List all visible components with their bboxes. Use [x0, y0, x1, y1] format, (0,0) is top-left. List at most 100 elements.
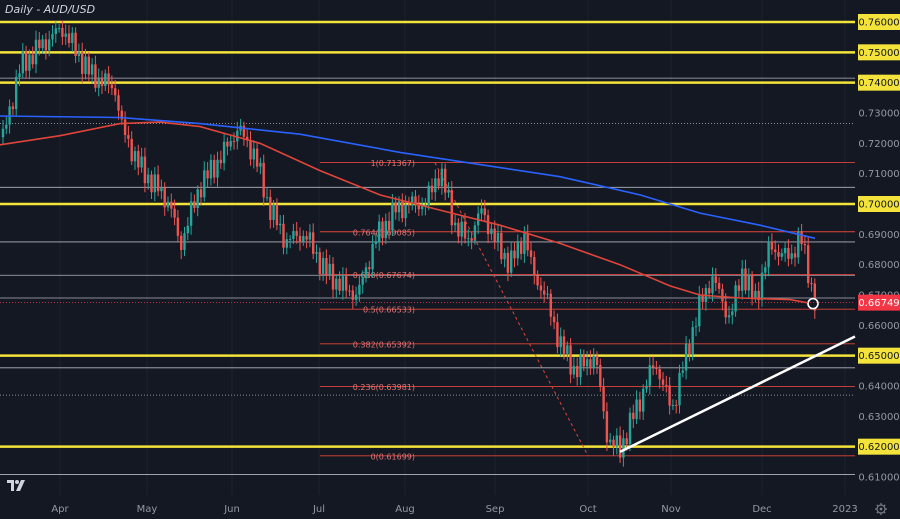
candle-body — [213, 159, 216, 178]
candle-body — [632, 412, 635, 420]
candle-body — [28, 54, 31, 71]
x-tick-label: Jun — [223, 504, 240, 515]
candle-body — [259, 162, 262, 167]
candle-body — [493, 228, 496, 243]
candle-body — [272, 204, 275, 220]
candle-body — [137, 151, 140, 168]
candle-body — [292, 231, 295, 239]
candle-body — [110, 84, 114, 89]
candle-body — [87, 56, 90, 75]
candle-body — [665, 384, 668, 386]
candle-body — [120, 110, 123, 120]
y-tick-label: 0.64000 — [858, 382, 899, 393]
candle-body — [295, 231, 298, 236]
candle-body — [275, 204, 279, 226]
candle-body — [576, 365, 579, 378]
candle-body — [750, 275, 754, 298]
candle-body — [559, 336, 562, 348]
candle-body — [166, 201, 170, 208]
candle-body — [123, 119, 127, 136]
projection-dashed-line — [434, 162, 589, 456]
candle-body — [34, 39, 38, 65]
candle-body — [288, 238, 292, 240]
fib-level-label: 0(0.61699) — [371, 452, 415, 461]
candle-body — [684, 343, 688, 371]
candle-body — [308, 232, 312, 240]
candle-body — [341, 276, 345, 291]
candle-body — [216, 159, 219, 178]
candle-body — [127, 135, 130, 139]
candle-body — [655, 367, 658, 370]
last-price-marker — [807, 297, 819, 310]
candle-body — [97, 77, 100, 88]
candle-body — [622, 438, 625, 458]
candle-body — [31, 54, 34, 65]
x-tick-label: Aug — [395, 504, 415, 515]
candle-body — [793, 253, 797, 258]
y-tick-label: 0.70000 — [858, 200, 899, 211]
candle-body — [526, 233, 529, 251]
settings-icon[interactable] — [874, 502, 888, 516]
candle-body — [486, 215, 490, 235]
candle-body — [387, 220, 391, 231]
candle-body — [305, 236, 308, 240]
candle-body — [77, 51, 81, 57]
candle-body — [100, 77, 104, 87]
candle-body — [24, 51, 28, 71]
y-tick-label: 0.71000 — [858, 169, 899, 180]
candle-body — [783, 247, 787, 254]
candle-body — [391, 202, 394, 231]
candle-body — [764, 267, 767, 273]
candle-body — [378, 221, 381, 242]
candle-body — [107, 73, 110, 85]
candle-body — [150, 174, 153, 193]
candle-body — [236, 130, 239, 142]
y-tick-label: 0.63000 — [858, 412, 899, 423]
candle-body — [153, 174, 156, 193]
candle-body — [546, 293, 549, 295]
candle-body — [183, 233, 186, 250]
candle-body — [411, 196, 414, 206]
candle-body — [536, 275, 539, 286]
candle-body — [543, 290, 546, 295]
x-tick-label: 2023 — [832, 504, 857, 515]
candle-body — [803, 244, 807, 246]
candle-body — [513, 250, 516, 259]
candle-body — [437, 178, 440, 187]
candle-body — [592, 355, 595, 369]
candle-body — [770, 241, 774, 250]
candle-body — [345, 276, 348, 291]
candle-body — [457, 222, 460, 237]
candle-body — [701, 294, 704, 302]
candle-body — [539, 285, 543, 291]
candle-body — [810, 283, 813, 285]
candle-body — [381, 221, 384, 239]
candle-body — [140, 156, 143, 168]
candle-body — [754, 290, 757, 298]
candle-body — [737, 285, 741, 291]
candle-body — [658, 369, 661, 380]
candle-body — [460, 221, 463, 237]
candle-body — [595, 355, 599, 365]
moving-average-line-red — [0, 121, 816, 305]
candle-body — [358, 284, 361, 295]
fib-level-label: 1(0.71367) — [371, 159, 415, 168]
candle-body — [651, 365, 655, 368]
candle-body — [84, 56, 87, 74]
candle-body — [54, 28, 57, 35]
candle-body — [741, 268, 744, 291]
candle-body — [255, 148, 259, 167]
fib-level-label: 0.5(0.66533) — [363, 306, 415, 315]
candle-body — [780, 253, 783, 257]
x-tick-label: Jul — [312, 504, 325, 515]
candle-body — [338, 278, 341, 291]
x-tick-label: May — [137, 504, 158, 515]
candle-body — [374, 241, 378, 244]
y-tick-label: 0.73000 — [858, 109, 899, 120]
time-axis — [0, 495, 900, 519]
candle-body — [727, 315, 731, 318]
candle-body — [193, 201, 196, 209]
candle-body — [516, 241, 519, 259]
y-tick-label: 0.66000 — [858, 321, 899, 332]
